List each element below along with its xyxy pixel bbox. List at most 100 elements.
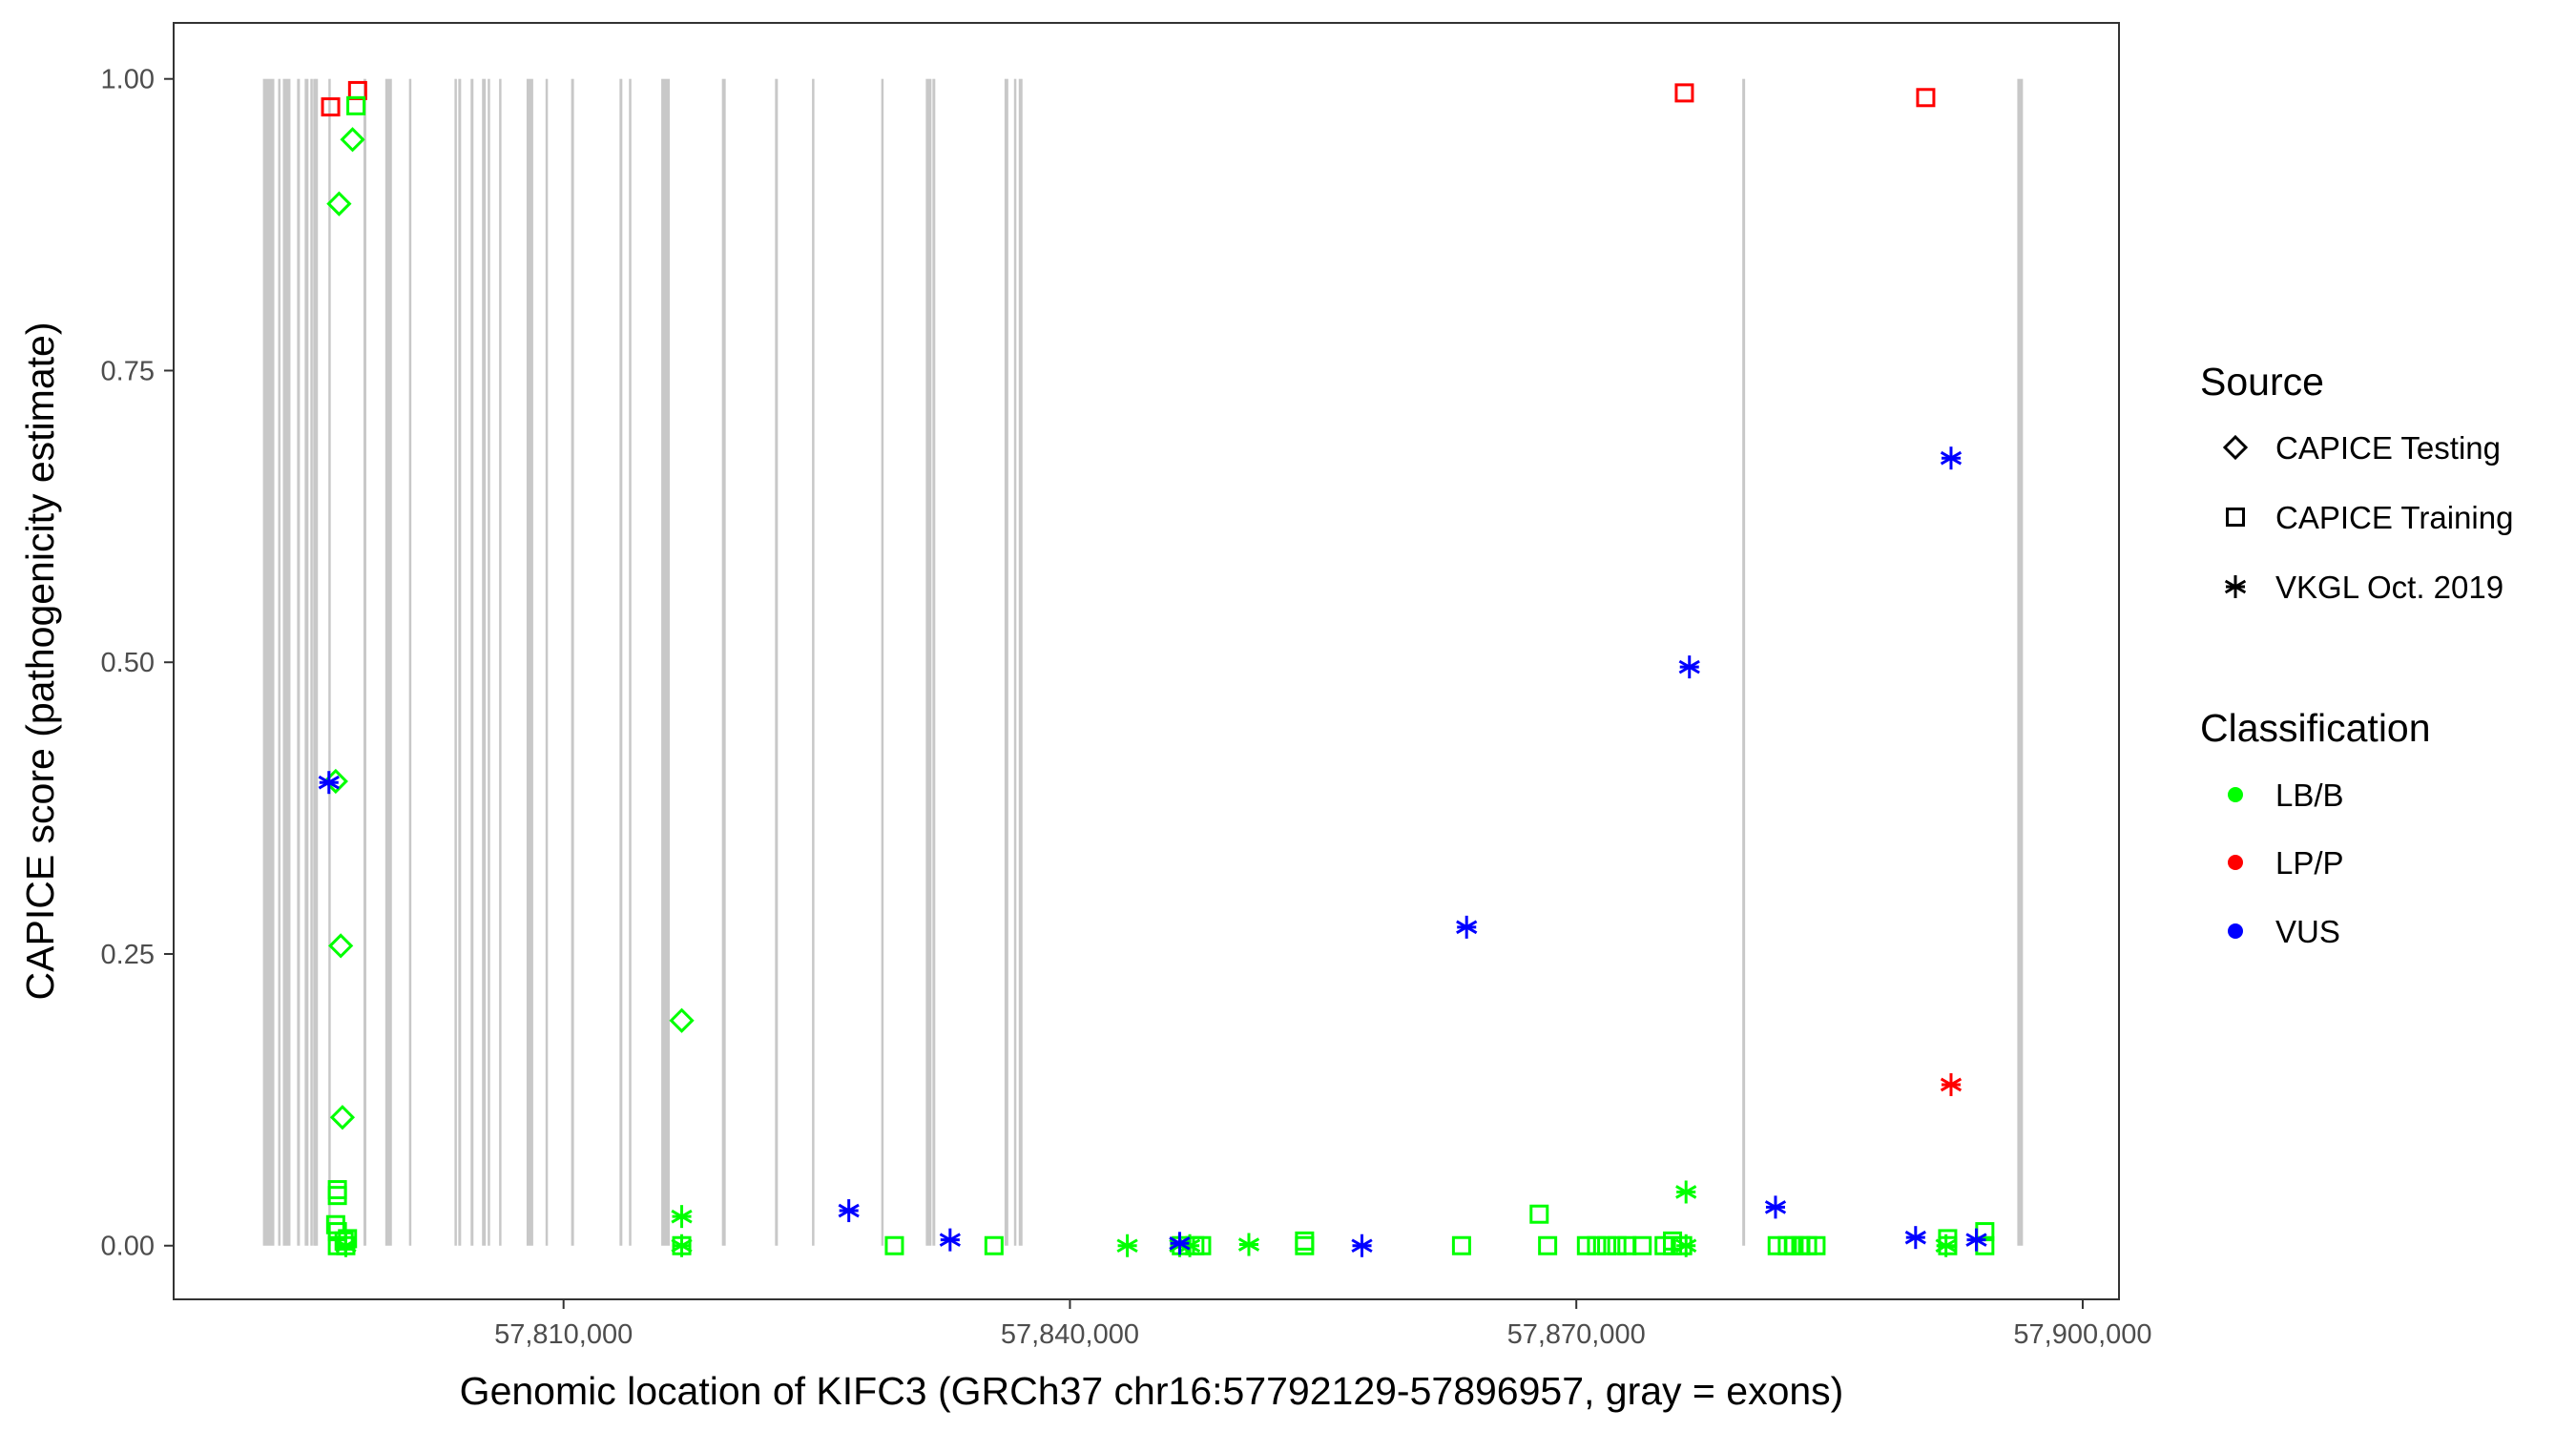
legend: Source Classification CAPICE Testing CAPI… (2200, 360, 2513, 949)
data-point-training (1295, 1235, 1315, 1255)
y-tick-label: 1.00 (101, 65, 155, 95)
legend-classification-title: Classification (2200, 706, 2431, 750)
exon-band (812, 78, 815, 1246)
y-axis: 0.00 0.25 0.50 0.75 1.00 (101, 65, 174, 1262)
exon-band (1013, 78, 1017, 1246)
data-point-training (321, 97, 341, 117)
exon-band (925, 78, 932, 1246)
data-points (318, 80, 1995, 1257)
data-point-training (884, 1235, 904, 1255)
data-point-training (1587, 1235, 1607, 1255)
exon-band (1018, 78, 1023, 1246)
data-point-vkgl (1169, 1232, 1191, 1255)
exon-band (721, 78, 726, 1246)
legend-dot-icon (2228, 923, 2243, 939)
exon-band (482, 78, 487, 1246)
data-point-training (1607, 1235, 1627, 1255)
exon-band (526, 78, 533, 1246)
legend-class-label: LP/P (2275, 845, 2344, 881)
exon-band (1004, 78, 1008, 1246)
data-point-testing (328, 933, 354, 959)
data-point-vkgl (318, 771, 340, 795)
data-point-vkgl (838, 1199, 860, 1223)
data-point-vkgl (1965, 1228, 1987, 1252)
legend-dot-icon (2228, 855, 2243, 870)
data-point-testing (329, 1105, 356, 1130)
data-point-vkgl (1904, 1226, 1926, 1250)
x-tick-label: 57,840,000 (1001, 1319, 1139, 1350)
x-tick-label: 57,870,000 (1507, 1319, 1646, 1350)
y-tick-label: 0.00 (101, 1232, 155, 1262)
data-point-vkgl (1678, 655, 1700, 679)
exon-band (932, 78, 936, 1246)
exon-band (629, 78, 632, 1246)
plot-panel-border (173, 22, 2120, 1300)
exon-band (408, 78, 412, 1246)
data-point-training (327, 1186, 347, 1206)
exon-band (310, 78, 313, 1246)
data-point-vkgl (335, 1234, 357, 1257)
data-point-training (1674, 83, 1694, 103)
legend-source-label: VKGL Oct. 2019 (2275, 570, 2503, 605)
data-point-vkgl (1935, 1234, 1957, 1257)
data-point-vkgl (1351, 1234, 1373, 1257)
exon-band (775, 78, 779, 1246)
exon-bands (262, 78, 2024, 1246)
data-point-training (1451, 1235, 1471, 1255)
data-point-training (1806, 1235, 1826, 1255)
data-point-testing (669, 1007, 695, 1033)
data-point-vkgl (1764, 1195, 1787, 1219)
exon-band (454, 78, 457, 1246)
x-tick-label: 57,900,000 (2013, 1319, 2151, 1350)
data-point-training (1529, 1204, 1549, 1224)
legend-class-label: VUS (2275, 914, 2340, 949)
data-point-vkgl (1675, 1180, 1697, 1204)
data-point-training (1576, 1235, 1596, 1255)
exon-band (282, 78, 291, 1246)
data-point-testing (340, 127, 365, 153)
data-point-vkgl (1116, 1234, 1138, 1257)
exon-band (619, 78, 623, 1246)
data-point-training (1538, 1235, 1558, 1255)
x-tick-label: 57,810,000 (494, 1319, 633, 1350)
legend-square-icon (2226, 508, 2245, 527)
y-axis-title: CAPICE score (pathogenicity estimate) (18, 322, 62, 1001)
exon-band (545, 78, 549, 1246)
data-point-vkgl (1675, 1234, 1697, 1257)
data-point-vkgl (1456, 915, 1478, 939)
data-point-vkgl (671, 1205, 693, 1229)
plot-panel-background (174, 23, 2119, 1299)
exon-band (2017, 78, 2024, 1246)
legend-class-label: LB/B (2275, 778, 2344, 813)
legend-diamond-icon (2222, 434, 2249, 461)
exon-band (470, 78, 474, 1246)
data-point-vkgl (1940, 1072, 1963, 1096)
data-point-vkgl (939, 1228, 961, 1252)
exon-band (262, 78, 275, 1246)
exon-band (384, 78, 392, 1246)
y-tick-label: 0.75 (101, 356, 155, 386)
exon-band (1742, 78, 1746, 1246)
data-point-training (1597, 1235, 1617, 1255)
exon-band (313, 78, 316, 1246)
data-point-testing (326, 191, 352, 217)
data-point-training (984, 1235, 1004, 1255)
exon-band (881, 78, 884, 1246)
data-point-vkgl (1237, 1233, 1260, 1256)
exon-band (499, 78, 502, 1246)
legend-source-title: Source (2200, 360, 2324, 404)
legend-source-label: CAPICE Training (2275, 500, 2513, 535)
exon-band (328, 78, 331, 1246)
exon-band (363, 78, 366, 1246)
exon-band (297, 78, 301, 1246)
exon-band (661, 78, 671, 1246)
exon-band (315, 78, 319, 1246)
data-point-vkgl (671, 1234, 693, 1257)
data-point-training (346, 95, 366, 115)
data-point-training (1632, 1235, 1652, 1255)
exon-band (278, 78, 281, 1246)
data-point-training (1916, 88, 1936, 108)
exon-band (571, 78, 574, 1246)
legend-source-label: CAPICE Testing (2275, 430, 2501, 466)
